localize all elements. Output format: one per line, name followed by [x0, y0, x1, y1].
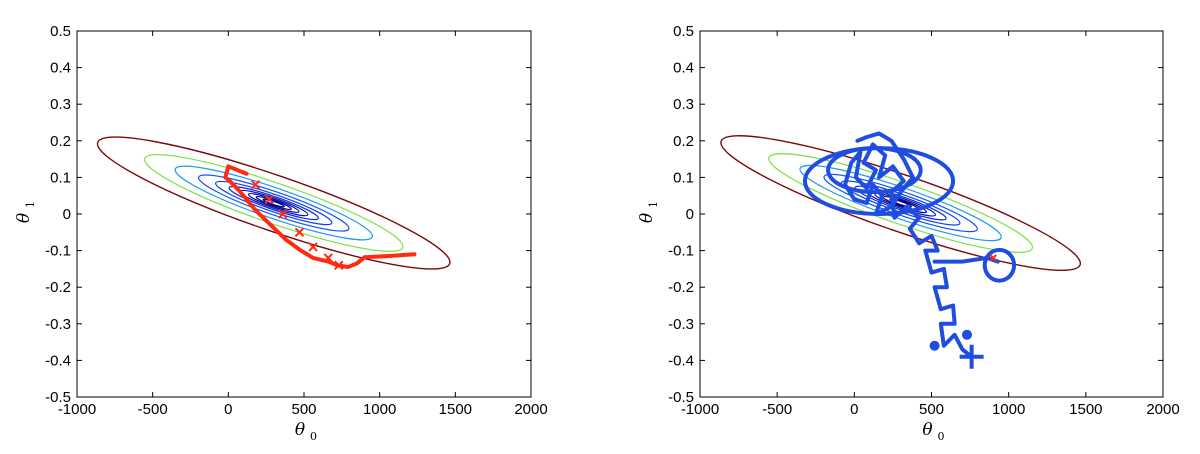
descent-path: [843, 131, 974, 359]
path-dot: [929, 340, 940, 351]
y-tick-label: -0.4: [668, 352, 694, 369]
contour-line: [197, 174, 350, 232]
x-tick-label: -1000: [58, 401, 96, 418]
y-tick-label: 0.4: [673, 60, 694, 77]
y-axis-label-subscript: 1: [24, 201, 37, 208]
x-tick-label: 1500: [1069, 401, 1102, 418]
x-tick-label: -500: [762, 401, 792, 418]
x-tick-label: 2000: [1146, 401, 1179, 418]
y-tick-label: 0: [63, 206, 71, 223]
y-tick-label: -0.2: [668, 279, 694, 296]
contour-line: [889, 198, 913, 208]
x-tick-label: 0: [850, 401, 858, 418]
y-tick-label: 0.3: [50, 96, 71, 113]
step-marker: [278, 209, 288, 219]
y-axis-label-subscript: 1: [647, 201, 660, 208]
loop-path: [826, 146, 923, 195]
y-tick-label: 0.5: [50, 23, 71, 40]
plot-area: [96, 136, 451, 270]
step-marker: [250, 180, 261, 190]
y-tick-label: 0.4: [50, 60, 71, 77]
contour-line: [255, 195, 292, 211]
y-tick-label: 0: [686, 206, 694, 223]
x-tick-label: 2000: [514, 401, 547, 418]
x-tick-label: 500: [919, 401, 944, 418]
y-axis-label-symbol: θ: [14, 213, 34, 223]
y-tick-label: 0.2: [673, 133, 694, 150]
y-tick-label: 0.2: [50, 133, 71, 150]
start-marker: [989, 254, 997, 262]
contour-line: [262, 198, 285, 208]
y-tick-label: -0.2: [45, 279, 71, 296]
x-axis-label-subscript: 0: [938, 430, 945, 443]
x-tick-label: -1000: [681, 401, 719, 418]
y-tick-label: 0.3: [673, 96, 694, 113]
x-axis-label-symbol: θ: [922, 420, 932, 440]
y-tick-label: 0.1: [673, 169, 694, 186]
contour-line: [247, 193, 300, 213]
y-axis-label-symbol: θ: [637, 213, 657, 223]
x-tick-label: 1500: [439, 401, 472, 418]
step-marker: [323, 253, 333, 263]
y-tick-label: -0.1: [668, 243, 694, 260]
contour-line: [874, 192, 927, 214]
right-contour-plot: -1000 -500 0 500 1000 1500 2000 0.5 0.4 0.3 0.2 0.1…: [637, 23, 1180, 443]
contour-line: [174, 165, 374, 241]
plot-area: [720, 131, 1082, 369]
loop-path: [982, 247, 1017, 283]
x-tick-label: -500: [138, 401, 168, 418]
step-marker: [294, 227, 305, 238]
path-dot: [961, 329, 972, 340]
contour-line: [143, 154, 404, 252]
y-tick-label: -0.4: [45, 352, 71, 369]
contour-line: [96, 136, 451, 270]
contour-line: [228, 185, 319, 221]
y-axis-label: θ1: [637, 201, 660, 223]
contour-line: [720, 135, 1082, 271]
y-axis-label: θ1: [14, 201, 37, 223]
end-cross: [959, 344, 984, 369]
y-tick-label: -0.3: [45, 316, 71, 333]
x-axis-label-subscript: 0: [310, 430, 317, 443]
y-tick-label: 0.5: [673, 23, 694, 40]
step-marker: [308, 242, 318, 252]
y-tick-label: -0.1: [45, 243, 71, 260]
descent-path: [223, 164, 417, 270]
contour-line: [214, 180, 333, 226]
tail-path: [932, 255, 1000, 264]
y-tick-label: 0.1: [50, 169, 71, 186]
y-tick-label: -0.5: [668, 389, 694, 406]
step-marker: [334, 260, 344, 270]
step-marker: [264, 194, 274, 205]
x-tick-label: 1000: [992, 401, 1025, 418]
y-tick-label: -0.3: [668, 316, 694, 333]
x-tick-label: 0: [224, 401, 232, 418]
x-axis-label-symbol: θ: [295, 420, 305, 440]
contour-line: [854, 185, 947, 221]
x-tick-label: 1000: [363, 401, 396, 418]
x-tick-label: 500: [291, 401, 316, 418]
y-tick-label: -0.5: [45, 389, 71, 406]
axes-frame: [76, 30, 532, 398]
left-contour-plot: -1000 -500 0 500 1000 1500 2000 0.5 0.4 0.3 0.2 0.1…: [14, 23, 548, 443]
